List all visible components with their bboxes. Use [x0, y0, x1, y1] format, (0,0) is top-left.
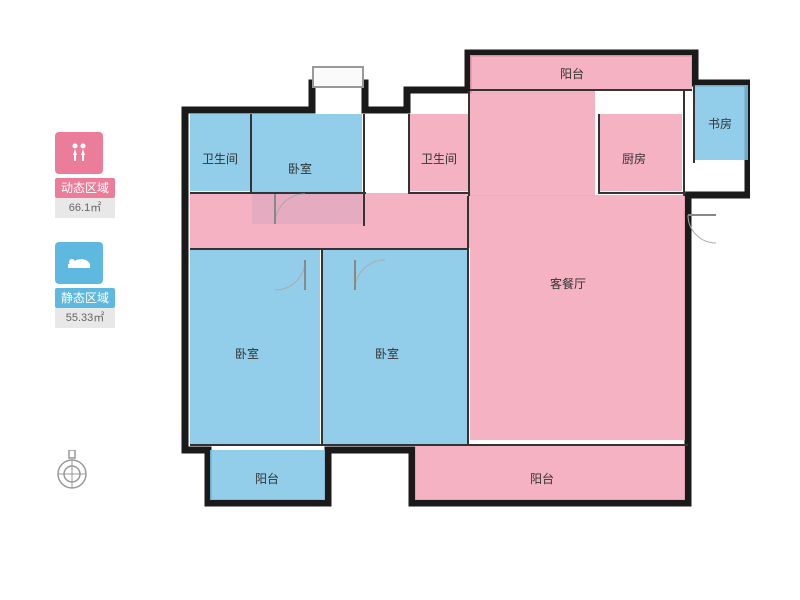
legend-dynamic-value: 66.1㎡: [55, 198, 115, 218]
legend-dynamic-label: 动态区域: [55, 178, 115, 198]
room-label-11: 阳台: [530, 470, 554, 487]
legend-panel: 动态区域 66.1㎡ 静态区域 55.33㎡: [55, 132, 115, 352]
room-7: [190, 193, 470, 248]
room-label-6: 客餐厅: [550, 275, 586, 292]
room-label-1: 书房: [708, 115, 732, 132]
sleep-icon: [55, 242, 103, 284]
compass-icon: [55, 450, 89, 495]
room-label-3: 卧室: [288, 160, 312, 177]
room-label-9: 卧室: [375, 345, 399, 362]
room-label-10: 阳台: [255, 470, 279, 487]
room-label-8: 卧室: [235, 345, 259, 362]
legend-static-value: 55.33㎡: [55, 308, 115, 328]
legend-static: 静态区域 55.33㎡: [55, 242, 115, 328]
people-icon: [55, 132, 103, 174]
room-label-4: 卫生间: [421, 150, 457, 167]
room-corridor-upper: [470, 91, 595, 196]
legend-dynamic: 动态区域 66.1㎡: [55, 132, 115, 218]
room-6: [470, 195, 685, 440]
room-label-0: 阳台: [560, 65, 584, 82]
legend-static-label: 静态区域: [55, 288, 115, 308]
room-label-2: 卫生间: [202, 150, 238, 167]
floorplan: 阳台书房卫生间卧室卫生间厨房客餐厅卧室卧室阳台阳台: [180, 35, 750, 565]
room-label-5: 厨房: [622, 150, 646, 167]
